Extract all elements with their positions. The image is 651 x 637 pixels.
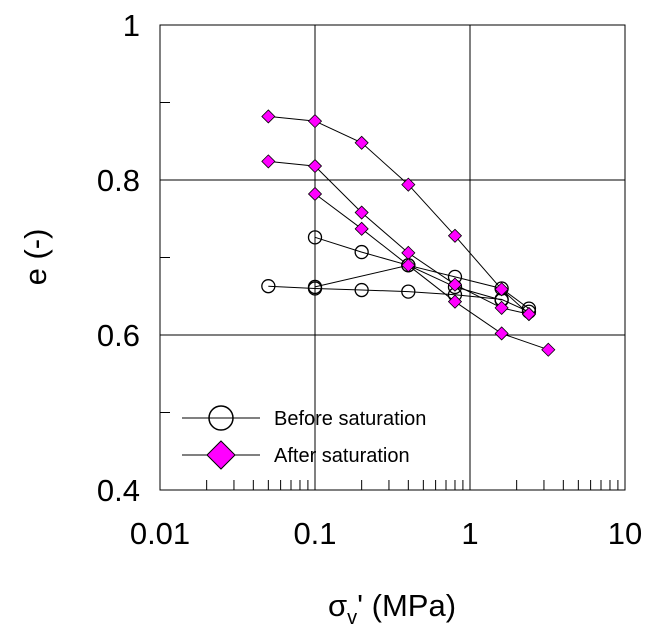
data-point-before-saturation <box>354 244 369 260</box>
data-point-after-saturation <box>494 282 509 297</box>
x-axis-label-subscript: v <box>347 607 357 629</box>
axis-ticks <box>160 102 619 490</box>
legend-marker-diamond-icon <box>206 440 236 470</box>
series-line-before-saturation <box>314 236 530 310</box>
x-tick-label: 0.1 <box>293 516 336 551</box>
data-point-after-saturation <box>354 205 369 220</box>
legend: Before saturation After saturation <box>182 405 426 470</box>
series-line-before-saturation <box>268 285 530 313</box>
y-tick-label: 0.8 <box>97 163 140 198</box>
x-tick-label: 1 <box>461 516 478 551</box>
data-point-after-saturation <box>541 342 556 357</box>
data-point-after-saturation <box>521 307 536 322</box>
data-point-after-saturation <box>401 177 416 192</box>
data-point-after-saturation <box>401 258 416 273</box>
y-tick-label: 0.4 <box>97 473 140 508</box>
data-point-before-saturation <box>401 284 416 299</box>
y-axis-label: e (-) <box>18 229 53 286</box>
legend-label-before-saturation: Before saturation <box>274 408 426 430</box>
series-line-before-saturation <box>314 264 502 301</box>
legend-label-after-saturation: After saturation <box>274 445 410 467</box>
series-line-after-saturation <box>314 193 549 351</box>
data-point-after-saturation <box>447 228 463 243</box>
data-point-before-saturation <box>354 282 369 298</box>
data-point-after-saturation <box>307 114 323 129</box>
data-point-after-saturation <box>494 326 509 341</box>
data-point-after-saturation <box>354 221 369 236</box>
data-point-after-saturation <box>307 186 323 202</box>
y-tick-label: 1 <box>123 8 140 43</box>
data-point-after-saturation <box>261 154 276 169</box>
x-axis-label-symbol: σ <box>328 588 347 623</box>
x-axis-label: σv' (MPa) <box>328 588 456 629</box>
x-axis-label-suffix: ' (MPa) <box>357 588 456 623</box>
legend-marker-circle-icon <box>208 405 234 431</box>
data-series <box>261 109 556 357</box>
data-point-before-saturation <box>307 230 323 245</box>
data-point-after-saturation <box>494 300 509 315</box>
x-tick-label: 10 <box>608 516 642 551</box>
x-tick-label: 0.01 <box>130 516 190 551</box>
data-point-after-saturation <box>447 277 463 292</box>
data-point-before-saturation <box>307 279 323 295</box>
axis-tick-labels: 0.01 0.1 1 10 0.4 0.6 0.8 1 <box>97 8 642 551</box>
data-point-after-saturation <box>307 158 323 174</box>
data-point-after-saturation <box>447 294 463 309</box>
data-point-after-saturation <box>354 135 369 150</box>
y-tick-label: 0.6 <box>97 318 140 353</box>
data-point-before-saturation <box>261 279 276 294</box>
data-point-after-saturation <box>261 109 276 124</box>
